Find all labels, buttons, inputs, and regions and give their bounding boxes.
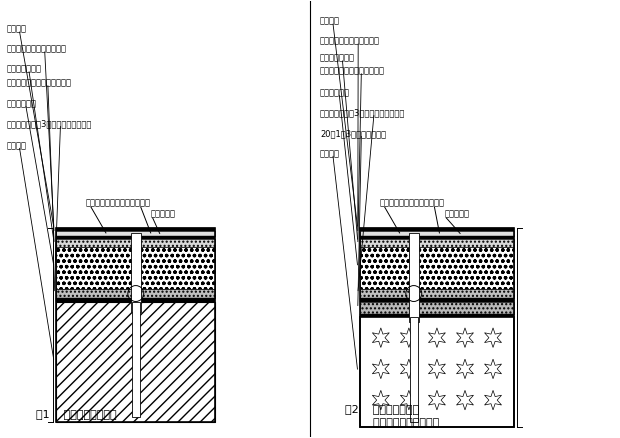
Bar bbox=[360, 318, 514, 427]
Bar bbox=[360, 239, 514, 247]
Text: 基层墙体: 基层墙体 bbox=[6, 141, 27, 150]
Bar bbox=[409, 233, 419, 322]
Text: 图2    轻质或空心砖类: 图2 轻质或空心砖类 bbox=[345, 404, 419, 414]
Text: 涂料面层: 涂料面层 bbox=[6, 25, 27, 34]
Text: 涂料面层: 涂料面层 bbox=[320, 17, 340, 26]
Bar bbox=[56, 247, 215, 289]
Bar bbox=[360, 228, 514, 427]
Bar bbox=[360, 247, 514, 289]
Text: 或墙体基层平整较差时: 或墙体基层平整较差时 bbox=[345, 418, 439, 428]
Text: 胶粘剂粘结点（3厚聚合物粘结砂浆）: 胶粘剂粘结点（3厚聚合物粘结砂浆） bbox=[6, 119, 92, 128]
Bar bbox=[56, 289, 215, 298]
Bar bbox=[56, 231, 215, 236]
Bar bbox=[360, 303, 514, 314]
Text: 专用机械锚栓（或专用射钉）: 专用机械锚栓（或专用射钉） bbox=[379, 198, 445, 207]
Bar bbox=[360, 298, 514, 303]
Text: 聚苯板保温层: 聚苯板保温层 bbox=[6, 99, 37, 108]
Bar bbox=[410, 318, 418, 422]
Text: 饰面基层（柔性耐水腻子）: 饰面基层（柔性耐水腻子） bbox=[320, 37, 380, 46]
Bar bbox=[56, 236, 215, 239]
Text: 饰面基层（柔性耐水腻子）: 饰面基层（柔性耐水腻子） bbox=[6, 45, 66, 53]
Text: 基层墙体: 基层墙体 bbox=[320, 149, 340, 158]
Text: 图1    坚实平滑墙体基层: 图1 坚实平滑墙体基层 bbox=[36, 409, 117, 419]
Text: 聚合物抗裂砂浆: 聚合物抗裂砂浆 bbox=[6, 64, 42, 74]
Bar bbox=[56, 228, 215, 231]
Text: 胶粘剂粘结点（3厚聚合物粘结砂浆）: 胶粘剂粘结点（3厚聚合物粘结砂浆） bbox=[320, 108, 405, 117]
Text: 20厚1：3水泥砂浆找平层: 20厚1：3水泥砂浆找平层 bbox=[320, 129, 386, 138]
Bar bbox=[56, 303, 215, 422]
Bar bbox=[360, 314, 514, 318]
Bar bbox=[56, 298, 215, 303]
Bar bbox=[56, 228, 215, 422]
Bar bbox=[131, 233, 141, 312]
Text: 聚合物抗裂砂浆: 聚合物抗裂砂浆 bbox=[320, 53, 355, 63]
Bar bbox=[56, 239, 215, 247]
Text: （压入耐碱涂塑玻纤网格布）: （压入耐碱涂塑玻纤网格布） bbox=[320, 67, 385, 75]
Bar bbox=[360, 289, 514, 298]
Text: （压入耐碱涂塑玻纤网格布）: （压入耐碱涂塑玻纤网格布） bbox=[6, 78, 71, 87]
Bar bbox=[360, 231, 514, 236]
Bar bbox=[132, 303, 140, 417]
Bar bbox=[360, 228, 514, 231]
Text: 聚苯板保温层: 聚苯板保温层 bbox=[320, 88, 350, 97]
Bar bbox=[360, 236, 514, 239]
Text: 空气隔绝层: 空气隔绝层 bbox=[151, 209, 175, 218]
Text: 空气隔绝层: 空气隔绝层 bbox=[445, 209, 469, 218]
Text: 专用机械锚栓（或专用射钉）: 专用机械锚栓（或专用射钉） bbox=[86, 198, 151, 207]
